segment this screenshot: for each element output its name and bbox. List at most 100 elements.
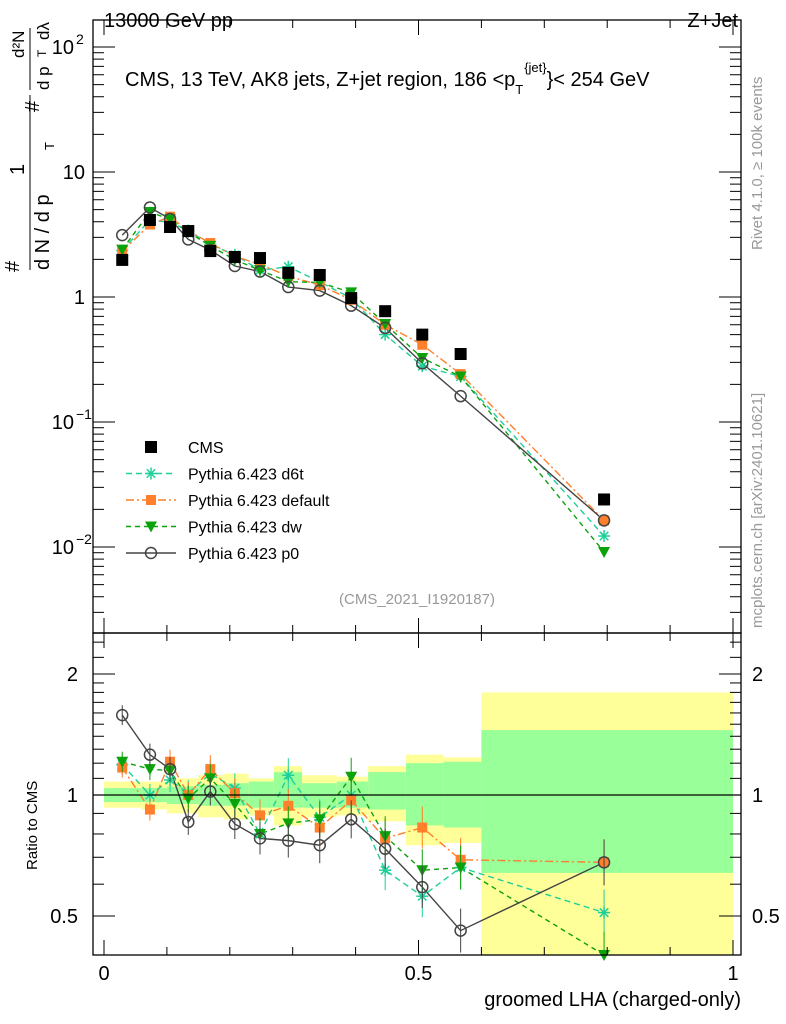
y-label-sub2: T (35, 49, 49, 57)
ratio-point-default (144, 804, 155, 815)
point-d6t (598, 530, 611, 543)
y-label-num1: 1 (7, 164, 29, 175)
y-label-sub1: T (42, 142, 57, 150)
y-tick-exponent: 2 (76, 31, 84, 47)
ratio-point-p0 (344, 813, 358, 826)
mcplots-credit: mcplots.cern.ch [arXiv:2401.10621] (749, 393, 766, 628)
ratio-point-p0 (182, 815, 195, 829)
point-cms (116, 253, 129, 266)
point-cms (282, 266, 295, 279)
ratio-point-default (283, 800, 294, 811)
ratio-point-dw (116, 756, 129, 768)
star-stroke (599, 531, 609, 541)
rivet-version: Rivet 4.1.0, ≥ 100k events (749, 77, 766, 250)
point-p0 (416, 357, 429, 370)
point-p0 (378, 321, 392, 335)
point-p0 (115, 228, 129, 242)
point-cms (379, 305, 392, 318)
legend-marker (145, 467, 157, 480)
main-frame (92, 19, 742, 634)
y-label-hash: # (2, 260, 24, 272)
y-tick-exponent: −2 (76, 531, 92, 547)
point-p0 (454, 389, 467, 403)
ratio-tick-label-right: 2 (752, 664, 763, 686)
point-cms (454, 347, 467, 360)
point-cms (204, 245, 217, 258)
ratio-point-p0 (282, 834, 295, 847)
point-cms (182, 225, 195, 238)
ratio-tick-label: 1 (67, 785, 78, 807)
y-tick-exponent: −1 (76, 406, 92, 422)
ratio-point-p0 (143, 748, 157, 761)
ratio-point-dw (228, 798, 241, 810)
x-axis-label: groomed LHA (charged-only) (484, 989, 741, 1011)
x-tick-label: 1 (727, 963, 738, 985)
y-tick-label: 10 (52, 37, 74, 59)
point-dw (454, 371, 467, 383)
legend-marker (146, 495, 156, 505)
point-p0 (282, 280, 295, 294)
y-label-den3: dλ (34, 22, 53, 40)
x-tick-label: 0.5 (405, 963, 433, 985)
stat-uncertainty-band (481, 730, 733, 873)
point-cms (598, 493, 611, 506)
y-label-den1: d N / d p (32, 194, 54, 270)
stat-uncertainty-band (405, 763, 444, 826)
star-stroke (283, 770, 294, 780)
analysis-id: (CMS_2021_I1920187) (339, 591, 495, 608)
point-dw (379, 318, 392, 330)
ratio-point-dw (454, 862, 467, 874)
y-tick-label: 10 (63, 162, 85, 184)
star-stroke (380, 865, 390, 875)
star-stroke (599, 907, 609, 918)
ratio-point-dw (182, 793, 195, 805)
header-energy: 13000 GeV pp (104, 10, 233, 32)
point-p0 (597, 514, 611, 527)
star-stroke (146, 468, 156, 479)
ratio-point-dw (345, 771, 358, 783)
ratio-point-p0 (163, 762, 177, 776)
ratio-point-d6t (379, 864, 392, 877)
point-cms (345, 292, 358, 305)
legend-label: CMS (188, 440, 224, 457)
ratio-point-p0 (597, 856, 611, 869)
point-p0 (313, 284, 326, 297)
y-label-hash2: # (22, 100, 44, 112)
line-dw (121, 211, 605, 553)
legend-label: Pythia 6.423 p0 (188, 546, 299, 563)
legend-marker (144, 546, 158, 560)
ratio-y-label: Ratio to CMS (24, 781, 41, 870)
ratio-line-d6t (121, 764, 605, 914)
ratio-point-p0 (253, 832, 267, 845)
ratio-tick-label-right: 1 (752, 785, 763, 807)
ratio-tick-label: 2 (67, 664, 78, 686)
ratio-point-default (417, 822, 428, 833)
legend-marker (145, 441, 157, 453)
line-d6t (121, 219, 605, 537)
point-cms (253, 252, 266, 265)
point-default (254, 259, 265, 270)
point-default (417, 339, 428, 350)
ratio-tick-label: 0.5 (50, 906, 78, 928)
legend-label: Pythia 6.423 d6t (188, 467, 304, 484)
ratio-tick-label-right: 0.5 (752, 906, 780, 928)
ratio-frame (92, 632, 742, 956)
point-cms (416, 328, 429, 341)
data-markers (115, 201, 611, 961)
ratio-point-p0 (454, 924, 467, 937)
ratio-point-p0 (228, 817, 242, 831)
point-cms (313, 268, 326, 281)
star-stroke (417, 361, 428, 371)
point-dw (164, 214, 177, 226)
ratio-point-dw (143, 764, 156, 776)
point-cms (143, 214, 156, 227)
legend: CMS Pythia 6.423 d6t Pythia 6.423 default P… (126, 440, 330, 563)
ratio-point-dw (313, 814, 326, 826)
ratio-point-d6t (282, 769, 295, 782)
ratio-point-p0 (378, 842, 392, 856)
y-axis-label: # 1 d N / d p T # d²N d p T dλ (2, 22, 57, 272)
legend-label: Pythia 6.423 dw (188, 520, 302, 537)
ratio-point-default (254, 810, 265, 821)
